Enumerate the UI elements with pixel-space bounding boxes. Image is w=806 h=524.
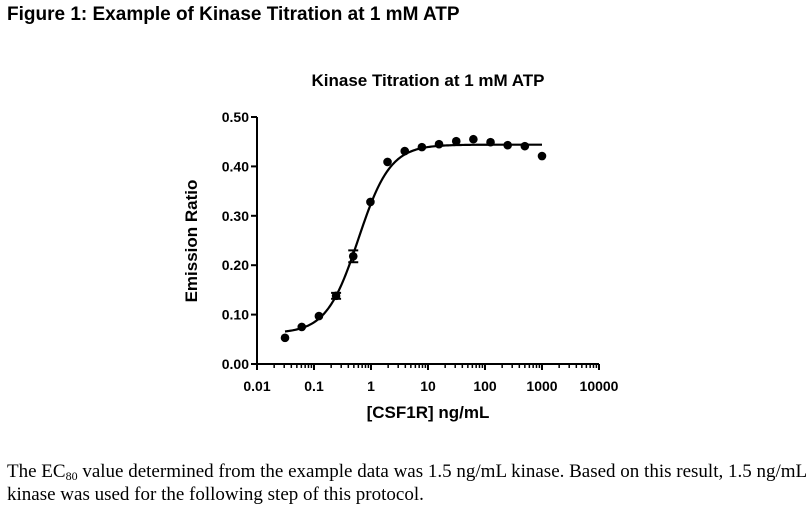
y-tick-label: 0.00 — [222, 356, 249, 372]
caption: The EC80 value determined from the examp… — [7, 460, 806, 506]
data-point — [434, 139, 444, 149]
data-point — [280, 333, 290, 343]
x-tick-label: 0.1 — [304, 378, 324, 394]
data-point — [400, 146, 410, 156]
y-tick-label: 0.10 — [222, 307, 249, 323]
caption-subscript: 80 — [65, 469, 78, 483]
y-axis-label: Emission Ratio — [182, 180, 201, 303]
data-point — [520, 141, 530, 151]
data-point — [366, 197, 375, 207]
data-point — [331, 291, 341, 301]
caption-part1: The EC — [7, 461, 66, 482]
data-point — [297, 322, 307, 332]
chart: Kinase Titration at 1 mM ATP Emission Ra… — [182, 71, 619, 422]
x-tick-label: 1000 — [526, 378, 557, 394]
data-point — [503, 140, 512, 150]
y-tick-label: 0.40 — [222, 158, 249, 174]
y-tick-label: 0.50 — [222, 109, 249, 125]
data-point — [417, 142, 427, 152]
fit-curve — [284, 143, 542, 333]
chart-title: Kinase Titration at 1 mM ATP — [311, 71, 544, 90]
data-points — [280, 134, 547, 343]
x-tick-label: 100 — [473, 378, 497, 394]
y-tick-label: 0.30 — [222, 208, 249, 224]
data-point — [314, 311, 324, 321]
x-tick-label: 10 — [420, 378, 436, 394]
data-point — [348, 252, 358, 261]
data-point — [486, 137, 495, 147]
x-tick-label: 0.01 — [243, 378, 270, 394]
data-point — [383, 157, 392, 167]
x-tick-label: 10000 — [580, 378, 619, 394]
figure-title: Figure 1: Example of Kinase Titration at… — [7, 4, 460, 25]
y-tick-label: 0.20 — [222, 257, 249, 273]
x-tick-label: 1 — [367, 378, 375, 394]
fit-curve-group — [284, 143, 542, 333]
caption-part2: value determined from the example data w… — [7, 461, 806, 505]
x-axis-label: [CSF1R] ng/mL — [367, 403, 490, 422]
data-point — [451, 136, 461, 146]
data-point — [469, 134, 478, 144]
axes: 0.00 0.10 0.20 0.30 0.40 0.50 0.01 0.1 1 10 100 100… — [222, 109, 619, 394]
data-point — [537, 151, 547, 161]
